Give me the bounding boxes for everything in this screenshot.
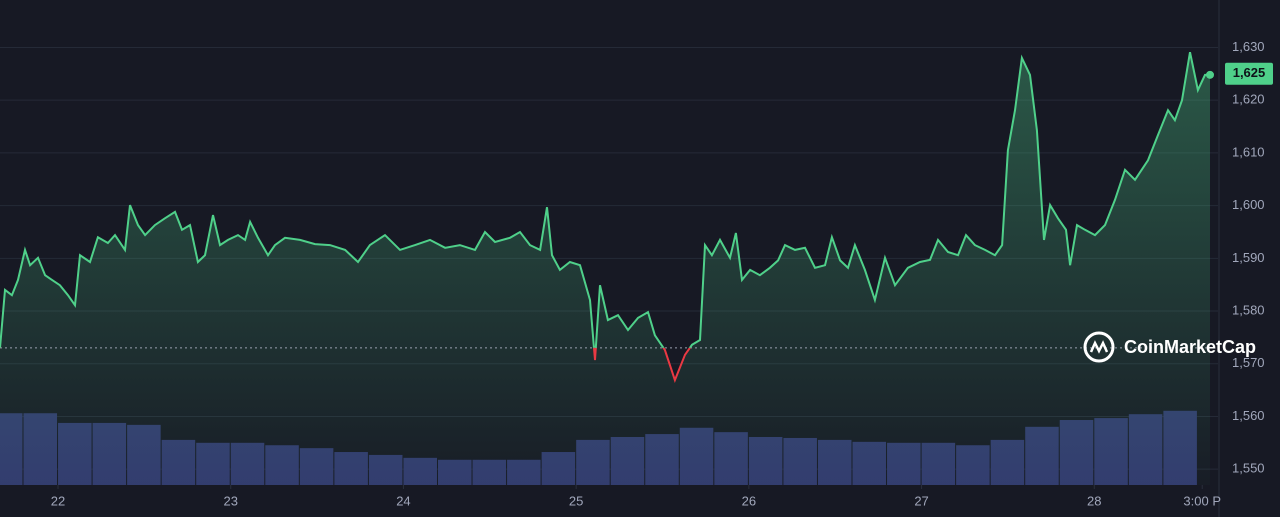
axes: 1,630 1,620 1,610 1,600 1,590 1,580 1,570 1,560… bbox=[51, 0, 1273, 517]
y-tick-label: 1,550 bbox=[1232, 461, 1265, 476]
y-tick-label: 1,590 bbox=[1232, 250, 1265, 265]
price-tag-label: 1,625 bbox=[1233, 65, 1266, 80]
logo-mark bbox=[1089, 340, 1109, 354]
watermark-text: CoinMarketCap bbox=[1124, 337, 1256, 357]
x-tick-label: 28 bbox=[1087, 493, 1101, 508]
x-tick-label: 22 bbox=[51, 493, 65, 508]
x-tick-label: 27 bbox=[914, 493, 928, 508]
y-tick-label: 1,610 bbox=[1232, 144, 1265, 159]
x-tick-label: 23 bbox=[224, 493, 238, 508]
last-point bbox=[1206, 70, 1214, 79]
price-area bbox=[0, 52, 1210, 485]
x-tick-label: 25 bbox=[569, 493, 583, 508]
price-line bbox=[0, 51, 1210, 348]
plot bbox=[0, 51, 1214, 485]
y-tick-label: 1,620 bbox=[1232, 92, 1265, 107]
y-tick-label: 1,580 bbox=[1232, 302, 1265, 317]
logo bbox=[1083, 331, 1115, 363]
x-tick-label: 3:00 P bbox=[1183, 493, 1221, 508]
price-tag bbox=[1225, 62, 1273, 85]
y-tick-label: 1,630 bbox=[1232, 39, 1265, 54]
x-tick-label: 24 bbox=[396, 493, 410, 508]
y-tick-label: 1,560 bbox=[1232, 408, 1265, 423]
y-tick-label: 1,570 bbox=[1232, 355, 1265, 370]
watermark: CoinMarketCap bbox=[1083, 331, 1256, 363]
y-tick-label: 1,600 bbox=[1232, 197, 1265, 212]
x-tick-label: 26 bbox=[742, 493, 756, 508]
